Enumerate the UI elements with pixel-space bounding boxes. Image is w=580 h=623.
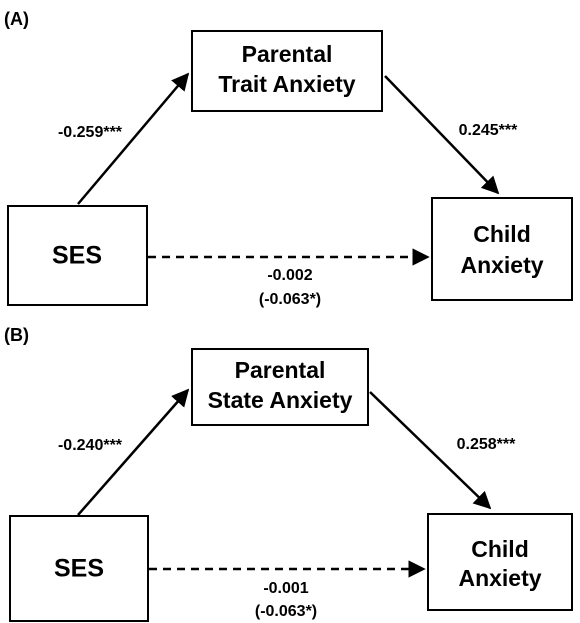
coefficient: (-0.063*) [255, 603, 317, 620]
panel-b: (B) Parental State Anxiety SES Child Anx… [4, 325, 573, 622]
panel-label: (B) [4, 325, 29, 345]
coefficient: -0.240*** [58, 437, 123, 454]
node-label: SES [52, 242, 102, 270]
node-label: Trait Anxiety [218, 71, 355, 97]
node-box [191, 348, 369, 426]
node-box [191, 30, 383, 112]
panel-a: (A) Parental Trait Anxiety SES Child Anx… [4, 9, 573, 308]
coefficient: -0.259*** [58, 124, 123, 141]
arrow [384, 75, 500, 195]
coefficient: -0.001 [263, 580, 308, 597]
coefficient: -0.002 [267, 267, 312, 284]
arrow [77, 72, 190, 205]
arrow [369, 391, 492, 510]
node-label: Parental [235, 357, 326, 383]
node-box [9, 515, 149, 622]
arrow [77, 388, 190, 516]
node-label: SES [54, 555, 104, 583]
coefficient: (-0.063*) [259, 291, 321, 308]
node-label: Parental [242, 41, 333, 67]
node-label: Child [473, 221, 531, 247]
coefficient: 0.258*** [457, 436, 516, 453]
node-box [7, 205, 148, 306]
coefficient: 0.245*** [459, 122, 518, 139]
node-label: Anxiety [458, 565, 541, 591]
node-box [431, 197, 573, 301]
node-box [427, 513, 573, 611]
node-label: State Anxiety [208, 387, 353, 413]
panel-label: (A) [4, 9, 29, 29]
node-label: Anxiety [460, 252, 543, 278]
node-label: Child [471, 536, 529, 562]
